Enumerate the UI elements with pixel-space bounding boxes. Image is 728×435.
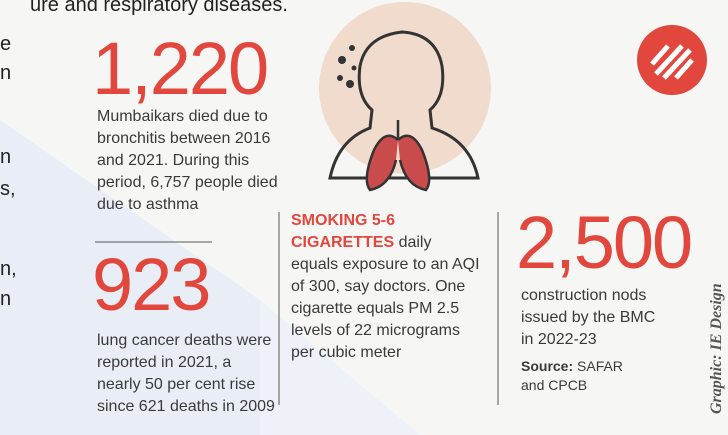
stat-text: construction nods issued by the BMC in 2… bbox=[521, 285, 671, 351]
credit: Graphic: IE Design bbox=[708, 244, 726, 414]
source-label: Source: bbox=[521, 358, 573, 374]
text-fragment: e bbox=[0, 33, 11, 56]
text-fragment: n bbox=[0, 146, 11, 169]
text-fragment: n, bbox=[0, 258, 17, 281]
stat-text: Mumbaikars died due to bronchitis betwee… bbox=[97, 106, 282, 216]
source: Source: SAFAR and CPCB bbox=[521, 357, 631, 395]
stat-text: lung cancer deaths were reported in 2021… bbox=[97, 330, 277, 418]
stat-number: 1,220 bbox=[92, 32, 267, 106]
smoking-text: daily equals exposure to an AQI of 300, … bbox=[291, 234, 480, 361]
text-fragment: n bbox=[0, 62, 11, 85]
text-fragment: n bbox=[0, 288, 11, 311]
stat-number: 2,500 bbox=[516, 206, 691, 280]
stat-number: 923 bbox=[92, 248, 209, 322]
infographic: ure and respiratory diseases. e n n s, n… bbox=[0, 0, 728, 435]
top-caption: ure and respiratory diseases. bbox=[30, 0, 288, 17]
smoking-highlight: SMOKING 5-6 CIGARETTES bbox=[291, 212, 395, 251]
smoking-note: SMOKING 5-6 CIGARETTES daily equals expo… bbox=[291, 210, 483, 364]
text-fragment: s, bbox=[0, 178, 16, 201]
